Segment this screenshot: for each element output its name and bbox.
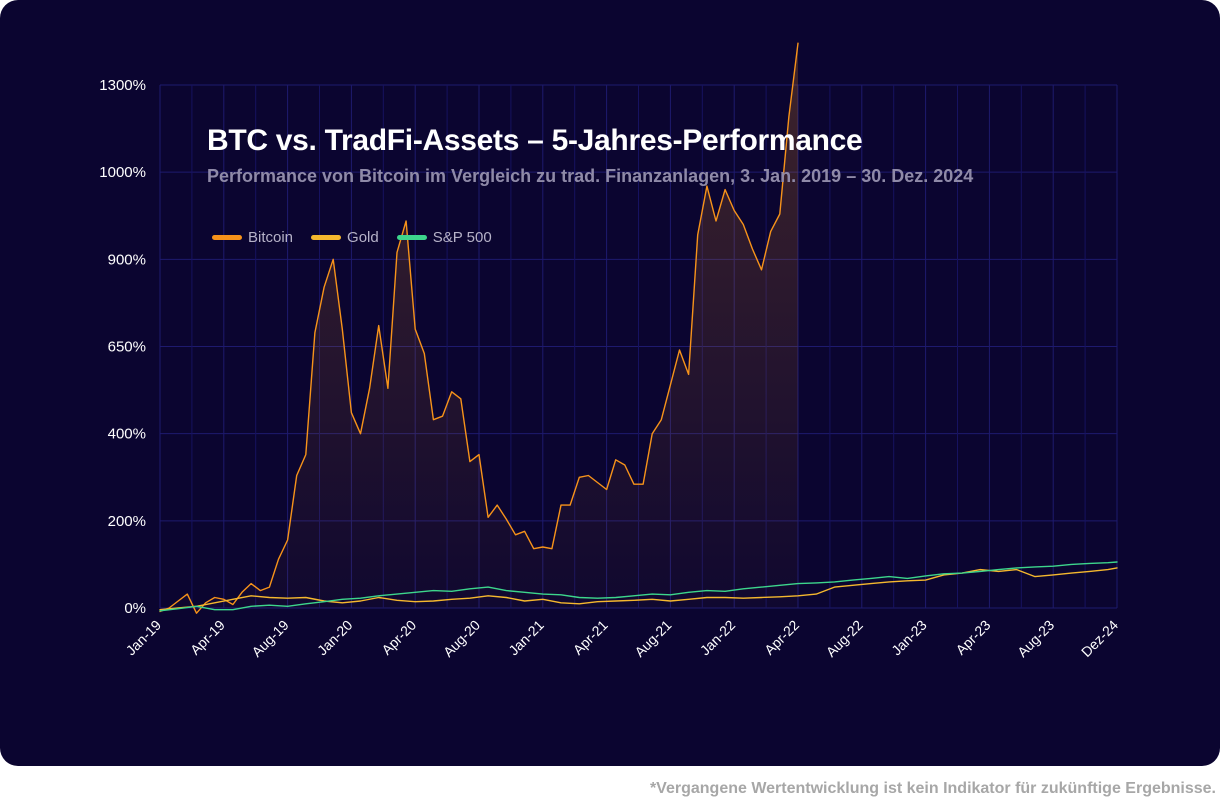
y-tick-label: 900% — [108, 251, 146, 268]
y-tick-label: 400% — [108, 426, 146, 443]
chart-title: BTC vs. TradFi-Assets – 5-Jahres-Perform… — [207, 124, 863, 157]
x-tick-label: Apr-22 — [761, 617, 802, 658]
x-tick-label: Apr-21 — [570, 617, 611, 658]
series-lines — [159, 42, 1118, 614]
legend-label-gold: Gold — [347, 229, 379, 246]
x-tick-label: Jan-23 — [888, 617, 930, 659]
x-tick-label: Apr-23 — [952, 617, 993, 658]
y-tick-label: 0% — [124, 600, 146, 617]
x-tick-label: Jan-20 — [314, 617, 356, 659]
x-tick-label: Apr-20 — [378, 617, 419, 658]
x-axis-labels: Jan-19 Apr-19 Aug-19 Jan-20 Apr-20 Aug-20 Jan-… — [123, 617, 1122, 660]
y-tick-label: 1000% — [99, 164, 146, 181]
x-tick-label: Jan-22 — [697, 617, 739, 659]
x-tick-label: Aug-23 — [1014, 617, 1057, 660]
y-tick-label: 1300% — [99, 77, 146, 94]
x-tick-label: Aug-19 — [248, 617, 291, 660]
legend-swatch-gold — [311, 235, 342, 240]
x-tick-label: Jan-21 — [505, 617, 547, 659]
legend-swatch-bitcoin — [212, 235, 242, 240]
x-tick-label: Dez-24 — [1078, 617, 1121, 660]
chart-legend: Bitcoin Gold S&P 500 — [212, 229, 492, 246]
legend-label-sp500: S&P 500 — [432, 229, 492, 246]
series-line-sp500 — [159, 561, 1118, 612]
chart-card: 0% 200% 400% 650% 900% 1000% 1300% Jan-19 Apr-1… — [0, 0, 1220, 766]
x-tick-label: Apr-19 — [187, 617, 228, 658]
y-axis-labels: 0% 200% 400% 650% 900% 1000% 1300% — [99, 77, 146, 617]
y-tick-label: 650% — [108, 339, 146, 356]
performance-chart: 0% 200% 400% 650% 900% 1000% 1300% Jan-19 Apr-1… — [99, 42, 1122, 660]
y-tick-label: 200% — [108, 513, 146, 530]
disclaimer-footnote: *Vergangene Wertentwicklung ist kein Ind… — [649, 780, 1216, 797]
legend-item-gold: Gold — [311, 229, 379, 246]
x-tick-label: Aug-20 — [440, 617, 483, 660]
legend-item-sp500: S&P 500 — [396, 229, 492, 246]
x-tick-label: Aug-21 — [631, 617, 674, 660]
x-tick-label: Jan-19 — [123, 617, 165, 659]
x-tick-label: Aug-22 — [823, 617, 866, 660]
legend-label-bitcoin: Bitcoin — [248, 229, 294, 246]
chart-subtitle: Performance von Bitcoin im Vergleich zu … — [207, 166, 974, 186]
series-line-bitcoin — [159, 42, 799, 614]
legend-item-bitcoin: Bitcoin — [212, 229, 293, 246]
bitcoin-area — [160, 43, 798, 614]
legend-swatch-sp500 — [396, 235, 427, 240]
